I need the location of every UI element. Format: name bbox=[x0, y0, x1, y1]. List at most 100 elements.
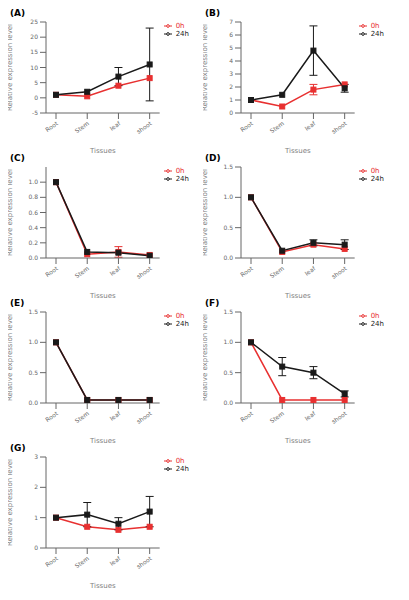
svg-text:shoot: shoot bbox=[135, 554, 153, 570]
svg-text:1.0: 1.0 bbox=[223, 338, 233, 345]
svg-text:Tissues: Tissues bbox=[89, 292, 116, 298]
html-text:0h: 0h bbox=[370, 312, 380, 320]
svg-text:shoot: shoot bbox=[135, 119, 153, 135]
svg-text:0.2: 0.2 bbox=[28, 239, 38, 246]
svg-text:0: 0 bbox=[229, 109, 233, 116]
svg-text:10: 10 bbox=[30, 64, 38, 71]
svg-text:shoot: shoot bbox=[135, 264, 153, 280]
svg-text:0.0: 0.0 bbox=[28, 254, 38, 261]
svg-text:0.4: 0.4 bbox=[28, 224, 38, 231]
svg-text:Root: Root bbox=[44, 409, 60, 423]
svg-text:0: 0 bbox=[34, 94, 38, 101]
svg-text:1.0: 1.0 bbox=[28, 178, 38, 185]
svg-text:Tissues: Tissues bbox=[89, 437, 116, 443]
svg-text:leaf: leaf bbox=[108, 409, 122, 422]
svg-text:7: 7 bbox=[229, 18, 233, 25]
svg-text:Relative expression level: Relative expression level bbox=[8, 459, 14, 546]
svg-text:6: 6 bbox=[229, 31, 233, 38]
html-text:(E): (E) bbox=[10, 298, 25, 308]
svg-text:Stem: Stem bbox=[73, 264, 90, 279]
svg-text:1.0: 1.0 bbox=[223, 193, 233, 200]
svg-text:Tissues: Tissues bbox=[284, 292, 311, 298]
svg-text:Stem: Stem bbox=[73, 554, 90, 569]
html-text:24h: 24h bbox=[370, 320, 384, 329]
svg-text:Relative expression level: Relative expression level bbox=[8, 24, 14, 111]
svg-text:-5: -5 bbox=[32, 109, 38, 116]
svg-text:0: 0 bbox=[34, 544, 38, 551]
svg-text:Relative expression level: Relative expression level bbox=[203, 169, 209, 256]
html-text:(C): (C) bbox=[10, 153, 25, 163]
svg-text:5: 5 bbox=[229, 44, 233, 51]
svg-text:1.5: 1.5 bbox=[223, 308, 233, 315]
svg-text:0.0: 0.0 bbox=[28, 399, 38, 406]
svg-text:0.5: 0.5 bbox=[223, 369, 233, 376]
svg-text:Tissues: Tissues bbox=[284, 147, 311, 153]
html-text:0h: 0h bbox=[175, 167, 185, 175]
svg-text:20: 20 bbox=[30, 33, 38, 40]
svg-text:Root: Root bbox=[44, 264, 60, 278]
svg-text:Stem: Stem bbox=[73, 409, 90, 424]
svg-text:Relative expression level: Relative expression level bbox=[203, 314, 209, 401]
svg-text:Relative expression level: Relative expression level bbox=[203, 24, 209, 111]
svg-text:Root: Root bbox=[44, 554, 60, 568]
svg-text:1: 1 bbox=[229, 96, 233, 103]
svg-text:leaf: leaf bbox=[108, 554, 122, 567]
html-text:(G): (G) bbox=[10, 443, 26, 453]
html-text:24h: 24h bbox=[370, 175, 384, 184]
svg-text:2: 2 bbox=[229, 83, 233, 90]
svg-text:leaf: leaf bbox=[303, 409, 317, 422]
svg-text:Stem: Stem bbox=[268, 264, 285, 279]
svg-text:Relative expression level: Relative expression level bbox=[8, 169, 14, 256]
svg-text:Stem: Stem bbox=[73, 119, 90, 134]
svg-text:Relative expression level: Relative expression level bbox=[8, 314, 14, 401]
svg-text:shoot: shoot bbox=[330, 409, 348, 425]
html-text:(A): (A) bbox=[10, 8, 26, 18]
svg-text:leaf: leaf bbox=[303, 119, 317, 132]
html-text:0h: 0h bbox=[175, 457, 185, 465]
svg-text:3: 3 bbox=[34, 453, 38, 460]
svg-text:1: 1 bbox=[34, 514, 38, 521]
svg-text:15: 15 bbox=[30, 48, 38, 55]
svg-text:1.0: 1.0 bbox=[28, 338, 38, 345]
html-text:24h: 24h bbox=[175, 30, 189, 39]
svg-text:0.0: 0.0 bbox=[223, 399, 233, 406]
svg-text:2: 2 bbox=[34, 483, 38, 490]
html-text:(D): (D) bbox=[205, 153, 221, 163]
svg-text:0.5: 0.5 bbox=[223, 224, 233, 231]
svg-text:Stem: Stem bbox=[268, 409, 285, 424]
html-text:24h: 24h bbox=[370, 30, 384, 39]
html-text:0h: 0h bbox=[370, 167, 380, 175]
svg-text:Root: Root bbox=[239, 264, 255, 278]
svg-text:1.5: 1.5 bbox=[223, 163, 233, 170]
svg-text:4: 4 bbox=[229, 57, 233, 64]
svg-text:0.5: 0.5 bbox=[28, 369, 38, 376]
svg-text:shoot: shoot bbox=[135, 409, 153, 425]
html-text:24h: 24h bbox=[175, 175, 189, 184]
html-text:(F): (F) bbox=[205, 298, 220, 308]
svg-text:Tissues: Tissues bbox=[89, 147, 116, 153]
svg-text:3: 3 bbox=[229, 70, 233, 77]
svg-text:0.6: 0.6 bbox=[28, 209, 38, 216]
svg-text:Root: Root bbox=[44, 119, 60, 133]
svg-text:leaf: leaf bbox=[108, 119, 122, 132]
html-text:(B): (B) bbox=[205, 8, 221, 18]
html-text:0h: 0h bbox=[370, 22, 380, 30]
svg-text:Root: Root bbox=[239, 119, 255, 133]
svg-text:leaf: leaf bbox=[108, 264, 122, 277]
svg-text:5: 5 bbox=[34, 79, 38, 86]
html-text:24h: 24h bbox=[175, 320, 189, 329]
html-text:0h: 0h bbox=[175, 312, 185, 320]
svg-text:25: 25 bbox=[30, 18, 38, 25]
html-text:24h: 24h bbox=[175, 465, 189, 474]
svg-text:shoot: shoot bbox=[330, 119, 348, 135]
svg-text:shoot: shoot bbox=[330, 264, 348, 280]
html-text:0h: 0h bbox=[175, 22, 185, 30]
svg-text:leaf: leaf bbox=[303, 264, 317, 277]
svg-text:Root: Root bbox=[239, 409, 255, 423]
svg-text:Tissues: Tissues bbox=[89, 582, 116, 588]
svg-text:1.5: 1.5 bbox=[28, 308, 38, 315]
svg-text:0.8: 0.8 bbox=[28, 193, 38, 200]
svg-text:Stem: Stem bbox=[268, 119, 285, 134]
svg-text:0.0: 0.0 bbox=[223, 254, 233, 261]
svg-text:Tissues: Tissues bbox=[284, 437, 311, 443]
